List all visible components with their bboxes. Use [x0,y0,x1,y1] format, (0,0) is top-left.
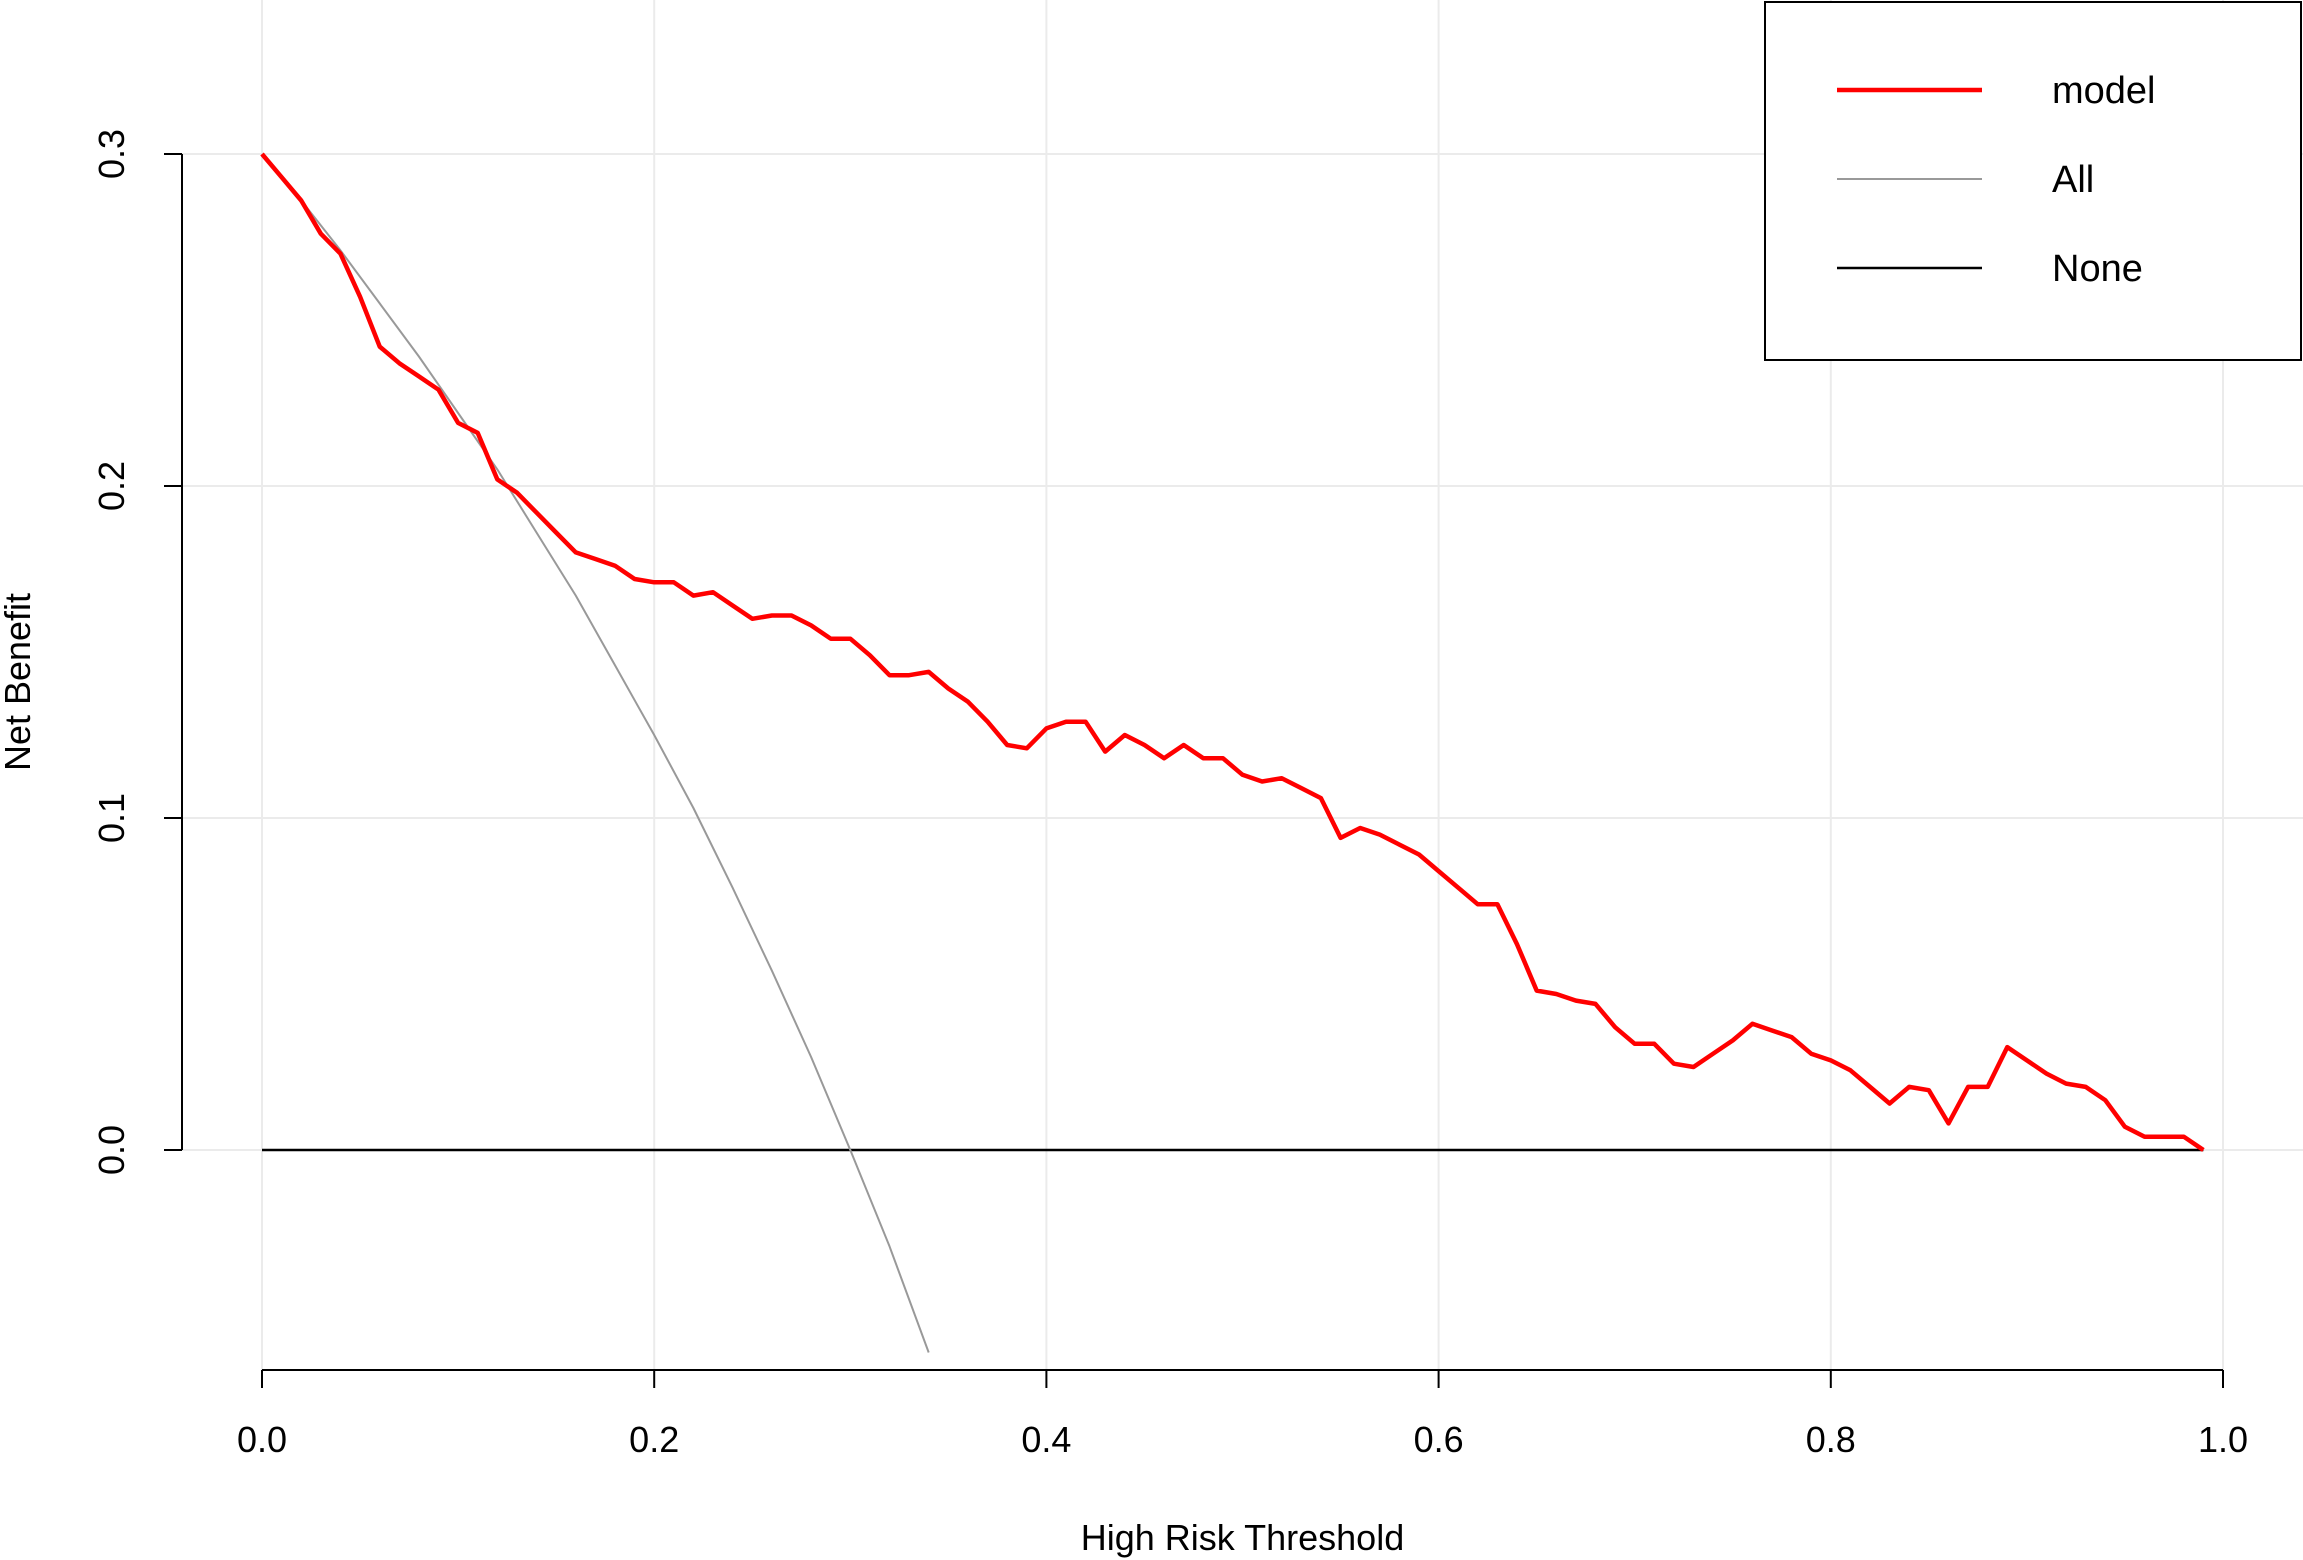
y-tick-label-0: 0.0 [91,1125,132,1175]
y-tick-label-1: 0.1 [91,793,132,843]
legend-label-none: None [2052,248,2143,290]
series-line-model [260,152,2205,1152]
x-tick-label-1: 0.2 [629,1419,679,1460]
y-tick-label-2: 0.2 [91,461,132,511]
x-tick-label-4: 0.8 [1806,1419,1856,1460]
x-tick-label-5: 1.0 [2198,1419,2248,1460]
legend-box [1764,1,2302,361]
x-tick-label-0: 0.0 [237,1419,287,1460]
x-tick-label-3: 0.6 [1414,1419,1464,1460]
x-tick-label-2: 0.4 [1021,1419,1071,1460]
legend-label-all: All [2052,159,2094,201]
series-lines [260,152,2205,1353]
y-tick-label-3: 0.3 [91,129,132,179]
legend: model All None [1764,1,2302,361]
x-axis-title: High Risk Threshold [1081,1517,1404,1558]
axes: 0.0 0.2 0.4 0.6 0.8 1.0 0.0 0.1 0.2 0.3 [91,129,2248,1460]
legend-label-model: model [2052,70,2156,112]
y-axis-title: Net Benefit [0,593,38,771]
series-line-all [261,153,930,1353]
